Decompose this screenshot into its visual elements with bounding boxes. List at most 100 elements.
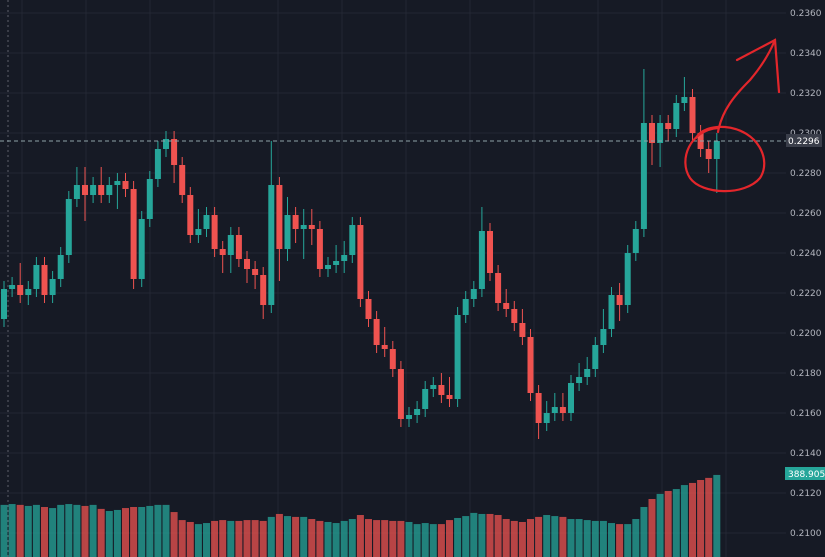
volume-bar	[235, 520, 243, 557]
candle	[357, 217, 364, 307]
candle	[543, 401, 550, 431]
candle-body	[446, 395, 453, 399]
candle-body	[478, 231, 485, 289]
candle-body	[1, 289, 7, 319]
candle-body	[244, 259, 250, 269]
candle-body	[219, 249, 226, 255]
annotation-arrow-shaft	[716, 38, 777, 134]
volume-bar	[478, 513, 486, 557]
candle	[365, 291, 372, 327]
volume-bar	[535, 516, 543, 557]
candle-body	[397, 369, 404, 419]
candle	[187, 187, 194, 243]
candle-body	[252, 269, 259, 275]
candle-body	[616, 295, 623, 305]
volume-bar	[24, 505, 32, 557]
candle-body	[487, 231, 493, 273]
volume-bar	[454, 517, 462, 557]
candle-body	[179, 165, 186, 195]
y-tick-label: 0.2240	[790, 249, 822, 259]
volume-bar	[470, 512, 478, 557]
candle-body	[511, 309, 518, 323]
candle-body	[559, 407, 566, 413]
candle	[1, 281, 7, 327]
candle-body	[106, 185, 113, 195]
volume-bar	[486, 513, 494, 557]
volume-bar	[462, 516, 470, 557]
volume-bar	[340, 520, 348, 557]
candle-body	[527, 337, 534, 393]
volume-bar	[518, 521, 526, 557]
candle	[268, 141, 275, 313]
candle-body	[341, 255, 348, 261]
candle-body	[260, 275, 267, 305]
volume-bar	[608, 523, 615, 557]
volume-bar	[73, 504, 81, 557]
candle-body	[470, 289, 477, 299]
candle	[49, 271, 56, 303]
candle	[422, 381, 429, 417]
candle	[292, 207, 299, 243]
volume-bar	[259, 520, 267, 557]
candle-body	[138, 219, 145, 279]
candle	[592, 337, 599, 377]
candle-body	[519, 323, 526, 337]
candle	[584, 357, 591, 385]
candle	[559, 393, 566, 421]
volume-bar	[49, 508, 57, 557]
candle	[616, 283, 623, 321]
candle-body	[325, 265, 331, 269]
candle	[438, 373, 445, 403]
candle-body	[576, 377, 583, 383]
candle	[171, 131, 178, 183]
volume-bar	[267, 516, 275, 557]
volume-bar	[251, 520, 259, 557]
candle-body	[568, 383, 574, 413]
volume-bar	[494, 515, 502, 557]
candle	[713, 133, 720, 193]
volume-bar	[227, 520, 235, 557]
y-tick-label: 0.2280	[790, 169, 822, 179]
volume-bar	[624, 524, 632, 557]
candle	[649, 115, 655, 165]
candle-body	[284, 215, 291, 249]
volume-bar	[575, 519, 583, 557]
candle	[487, 223, 493, 281]
y-tick-label: 0.2180	[790, 369, 822, 379]
volume-bar	[680, 485, 688, 557]
volume-bar	[130, 507, 138, 557]
volume-bar	[381, 520, 389, 557]
candle	[681, 77, 688, 111]
candle	[65, 191, 72, 263]
candle-body	[316, 229, 323, 269]
volume-bar	[356, 515, 364, 557]
volume-bar	[713, 474, 721, 557]
candle-body	[406, 415, 412, 419]
price-axis[interactable]: 0.23600.23400.23200.23000.22800.22600.22…	[790, 9, 822, 539]
candle-body	[33, 265, 40, 289]
candle-body	[25, 289, 32, 295]
candle	[244, 251, 250, 283]
candle-body	[65, 199, 72, 255]
candle	[57, 247, 64, 287]
candles	[1, 69, 720, 439]
volume-bar	[300, 516, 308, 557]
y-tick-label: 0.2220	[790, 289, 822, 299]
volume-bar	[194, 524, 202, 557]
candle	[568, 375, 574, 421]
candle-body	[203, 215, 210, 229]
candle-body	[227, 235, 234, 255]
candle	[478, 207, 485, 297]
volume-bar	[113, 509, 121, 557]
volume-bar	[632, 519, 640, 557]
candle	[381, 327, 388, 357]
volume-bar	[138, 507, 146, 557]
volume-bar	[275, 513, 283, 557]
candle-body	[308, 225, 315, 229]
candle	[535, 385, 542, 439]
candle-body	[495, 273, 502, 303]
candle	[9, 277, 16, 297]
volume-bar	[243, 520, 251, 557]
volume-bar	[567, 519, 575, 557]
volume-bar	[211, 520, 219, 557]
